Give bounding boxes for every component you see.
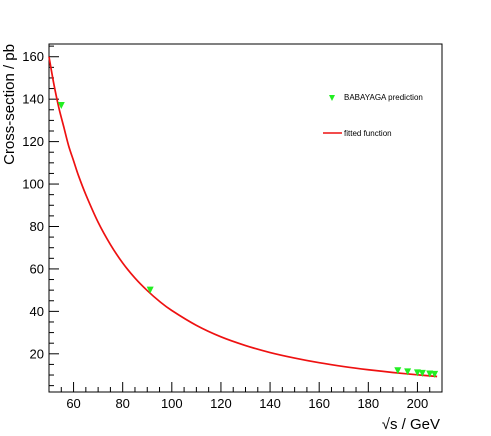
x-axis-title: √s / GeV	[382, 416, 440, 433]
y-tick-label: 40	[30, 304, 44, 319]
data-point	[418, 369, 426, 377]
x-tick-label: 80	[115, 396, 129, 411]
marker-group	[57, 102, 439, 378]
x-tick-label: 180	[357, 396, 379, 411]
data-point	[404, 368, 412, 376]
legend-marker-babayaga	[329, 95, 335, 101]
x-tick-label: 160	[308, 396, 330, 411]
data-point	[413, 369, 421, 377]
y-tick-label: 20	[30, 346, 44, 361]
x-tick-label: 140	[259, 396, 281, 411]
y-axis-title: Cross-section / pb	[1, 44, 18, 165]
y-tick-label: 80	[30, 219, 44, 234]
y-tick-label: 120	[22, 134, 44, 149]
data-point	[57, 102, 65, 110]
data-point	[426, 370, 434, 378]
fit-curve-group	[48, 56, 438, 378]
legend-label-fit: fitted function	[344, 129, 392, 138]
data-point	[394, 367, 402, 375]
data-point	[431, 370, 439, 378]
legend-label-babayaga: BABAYAGA prediction	[344, 93, 423, 102]
y-tick-label: 100	[22, 177, 44, 192]
data-point	[146, 286, 154, 294]
y-tick-label: 160	[22, 49, 44, 64]
legend: BABAYAGA prediction fitted function	[323, 93, 423, 138]
y-tick-label: 60	[30, 261, 44, 276]
y-tick-label: 140	[22, 92, 44, 107]
x-tick-label: 120	[210, 396, 232, 411]
fit-curve	[48, 56, 438, 378]
axis-ticks: 60 80 100 120 140 160 180 200 20 40 60 80 100 120 140 1…	[22, 45, 443, 411]
x-tick-label: 60	[66, 396, 80, 411]
x-tick-label: 200	[407, 396, 429, 411]
x-tick-label: 100	[161, 396, 183, 411]
